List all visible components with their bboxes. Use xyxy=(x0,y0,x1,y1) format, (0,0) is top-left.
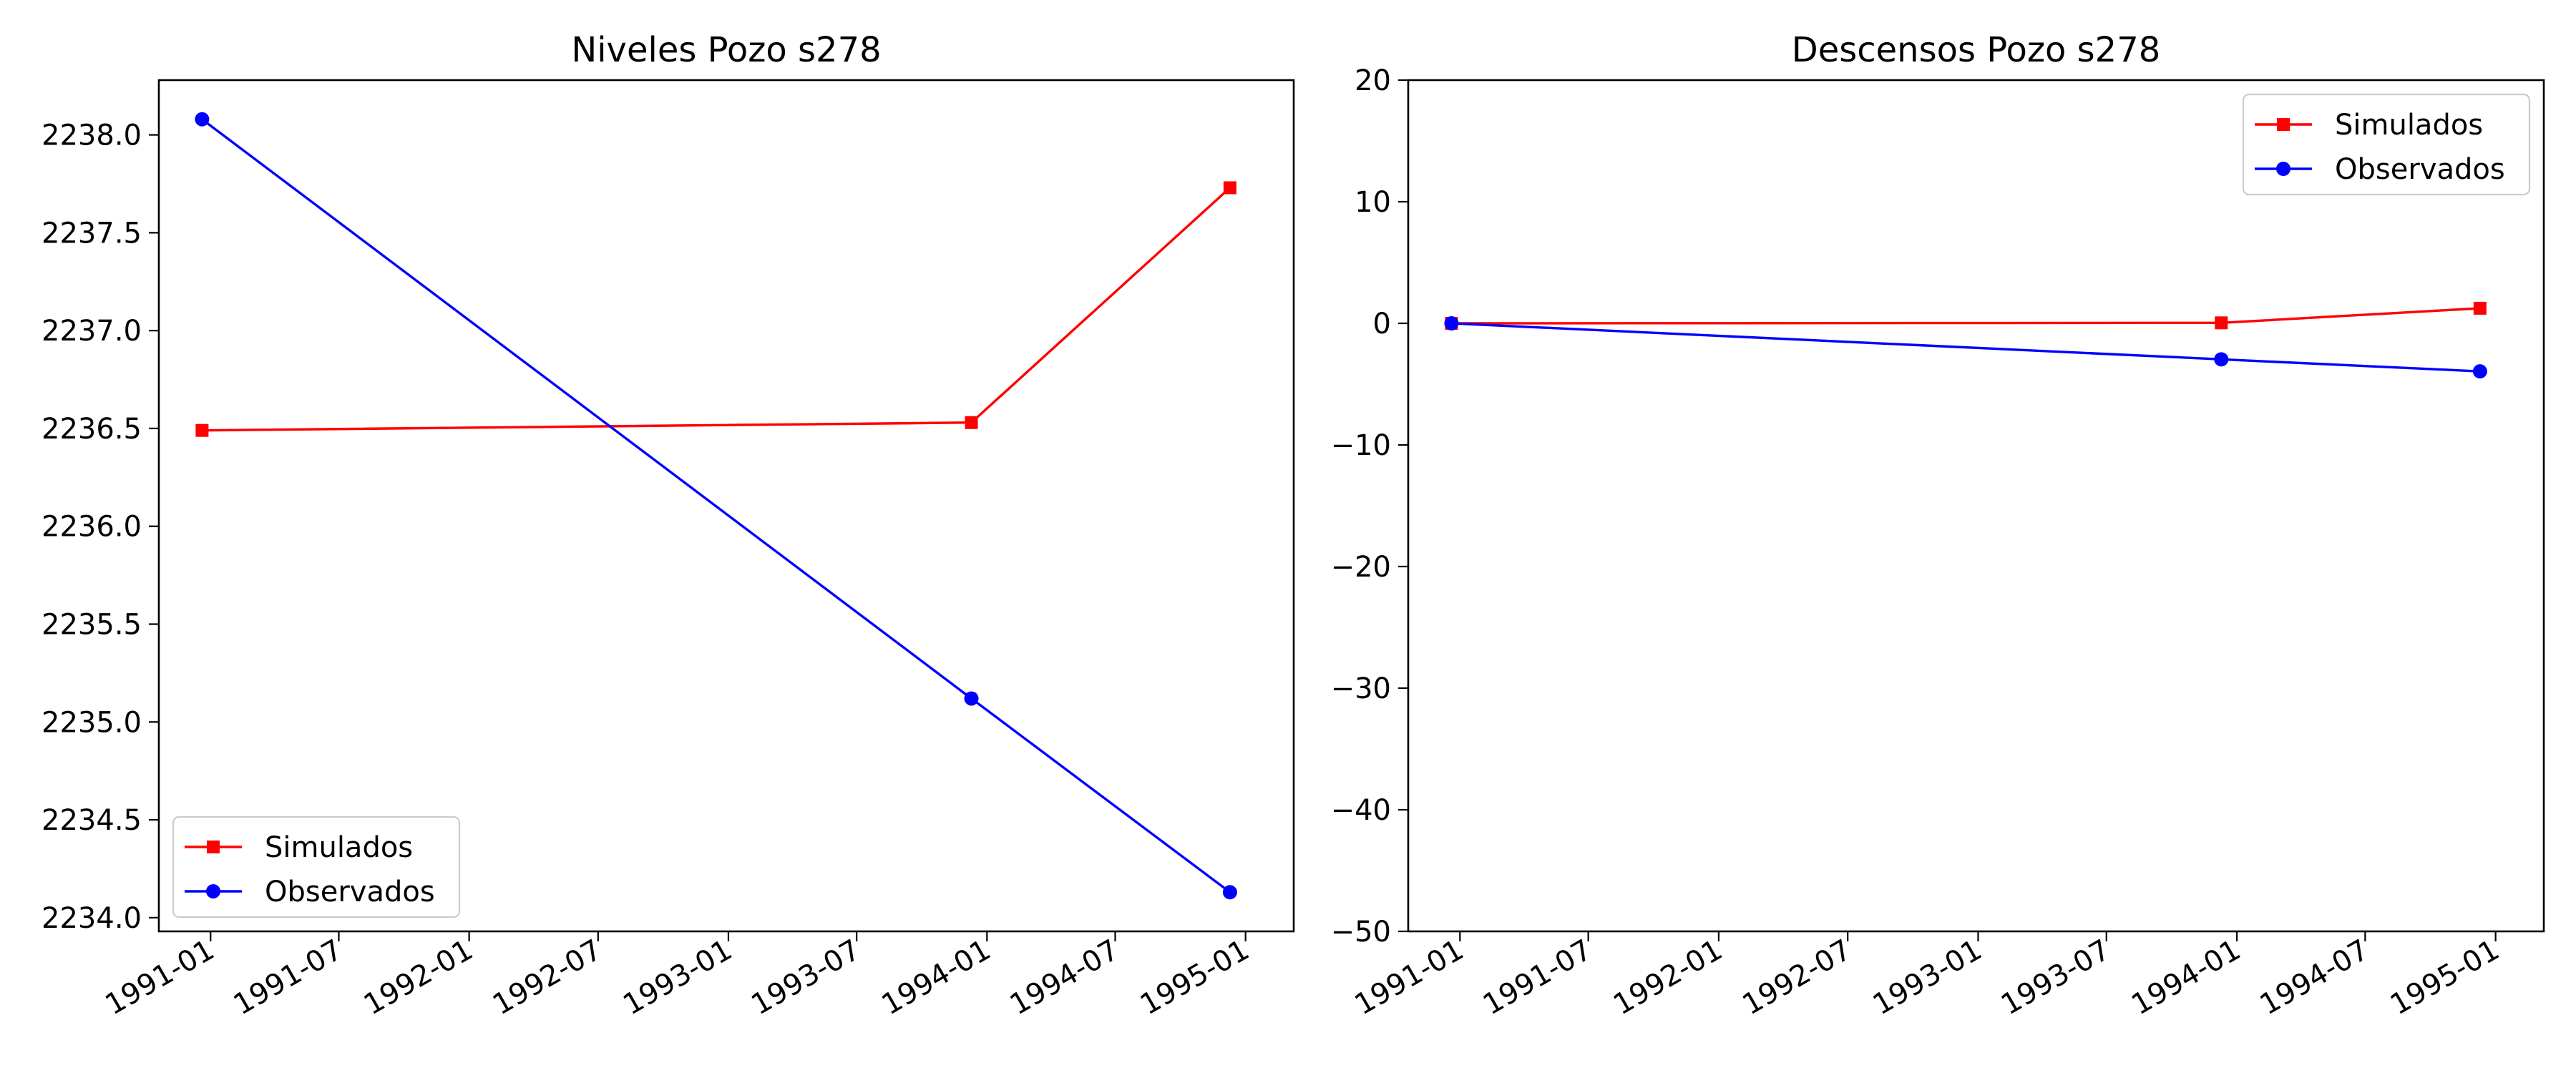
x-tick-label: 1993-01 xyxy=(1868,934,1988,1021)
data-point-square xyxy=(2215,316,2228,330)
y-tick-label: 0 xyxy=(1373,308,1391,340)
x-tick-label: 1994-07 xyxy=(2255,934,2375,1021)
y-tick-label: 2235.5 xyxy=(42,609,142,642)
legend-box xyxy=(2242,93,2531,196)
series-line-observados xyxy=(201,118,1231,893)
data-point-circle xyxy=(1222,885,1237,900)
legend-marker-circle xyxy=(206,884,220,898)
chart-panel-1: Niveles Pozo s278 2234.0 2234.5 2235.0 2235.… xyxy=(42,30,1295,1021)
y-tick-label: −20 xyxy=(1331,551,1391,584)
y-tick-label: −10 xyxy=(1331,429,1391,462)
x-tick-label: 1994-01 xyxy=(877,934,997,1021)
data-point-circle xyxy=(195,112,210,127)
series-line-observados xyxy=(1451,322,2480,373)
y-tick-label: 2237.5 xyxy=(42,217,142,250)
series-line-simulados xyxy=(1451,307,2480,325)
x-tick-label: 1992-07 xyxy=(487,934,608,1021)
data-point-circle xyxy=(2214,352,2229,367)
legend-box xyxy=(172,815,461,918)
legend-label: Simulados xyxy=(2335,109,2483,142)
x-tick-label: 1993-07 xyxy=(746,934,866,1021)
legend-marker-square xyxy=(207,841,220,853)
x-tick-label: 1995-01 xyxy=(2385,934,2505,1021)
y-tick-label: −30 xyxy=(1331,672,1391,705)
y-tick-label: −50 xyxy=(1331,916,1391,949)
legend: Simulados Observados xyxy=(172,815,461,918)
y-tick-label: 2236.0 xyxy=(42,511,142,544)
legend-label: Simulados xyxy=(265,831,413,864)
x-tick-label: 1995-01 xyxy=(1135,934,1255,1021)
chart-title: Niveles Pozo s278 xyxy=(571,30,881,70)
x-tick-label: 1993-07 xyxy=(1996,934,2116,1021)
x-tick-label: 1991-07 xyxy=(228,934,348,1021)
legend-label: Observados xyxy=(2335,153,2505,186)
x-tick-label: 1993-01 xyxy=(618,934,738,1021)
y-tick-label: 2238.0 xyxy=(42,119,142,152)
chart-panel-2: Descensos Pozo s278 −50 −40 −30 −20 −10 0 10 20 1… xyxy=(1331,30,2545,1021)
y-tick-label: 20 xyxy=(1355,64,1391,97)
data-point-square xyxy=(195,423,209,437)
axes-frame xyxy=(1407,79,2545,933)
x-tick-label: 1992-01 xyxy=(1608,934,1728,1021)
x-tick-label: 1992-01 xyxy=(358,934,479,1021)
y-tick-label: 2235.0 xyxy=(42,706,142,739)
x-tick-label: 1994-07 xyxy=(1005,934,1125,1021)
data-point-circle xyxy=(964,691,979,706)
x-tick-label: 1991-01 xyxy=(100,934,220,1021)
chart-title: Descensos Pozo s278 xyxy=(1792,30,2161,70)
y-tick-label: 2237.0 xyxy=(42,315,142,348)
x-tick-label: 1991-07 xyxy=(1478,934,1598,1021)
data-point-circle xyxy=(1444,316,1459,330)
data-point-square xyxy=(965,416,978,429)
series-line-simulados xyxy=(202,187,1231,432)
axes-frame xyxy=(157,79,1295,933)
legend-label: Observados xyxy=(265,876,435,908)
y-tick-label: 2234.5 xyxy=(42,804,142,837)
data-point-square xyxy=(1223,181,1236,195)
legend-marker-circle xyxy=(2276,162,2290,176)
y-tick-label: −40 xyxy=(1331,794,1391,827)
x-tick-label: 1992-07 xyxy=(1737,934,1857,1021)
data-point-circle xyxy=(2472,364,2487,379)
y-tick-label: 10 xyxy=(1355,186,1391,219)
legend-marker-square xyxy=(2277,118,2290,131)
x-tick-label: 1994-01 xyxy=(2126,934,2246,1021)
y-tick-label: 2234.0 xyxy=(42,902,142,935)
y-tick-label: 2236.5 xyxy=(42,413,142,446)
legend: Simulados Observados xyxy=(2242,93,2531,196)
data-point-square xyxy=(2473,301,2487,315)
